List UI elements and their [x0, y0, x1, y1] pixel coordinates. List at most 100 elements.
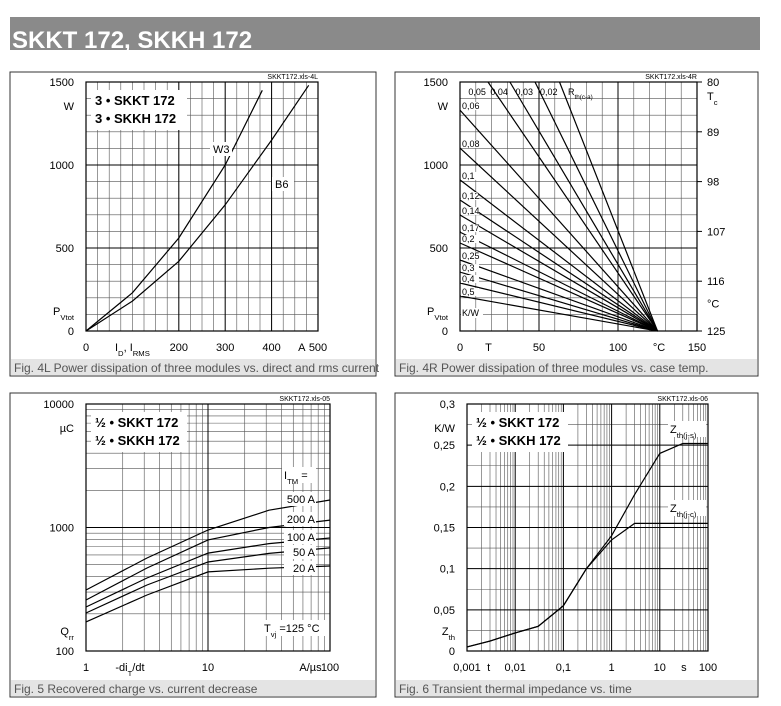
panel — [394, 71, 759, 377]
curve — [459, 271, 658, 332]
x-unit: °C — [653, 342, 665, 354]
legend-box — [91, 412, 187, 452]
x-axis-label: T — [485, 342, 492, 354]
y-unit: µC — [60, 423, 74, 435]
y2-unit: °C — [707, 298, 719, 310]
x-tick-label: 0 — [457, 342, 463, 354]
curve — [85, 84, 310, 332]
series-label: 0,1 — [462, 171, 475, 181]
y-tick-label: 1500 — [424, 77, 448, 89]
x-axis-label: t — [487, 662, 490, 674]
y-tick-label: 100 — [56, 646, 74, 658]
y-axis-label: PVtot — [427, 306, 449, 322]
y-tick-label: 0,2 — [440, 481, 455, 493]
x-tick-label: 1 — [609, 662, 615, 674]
y2-axis-label: Tc — [707, 91, 718, 107]
curve — [534, 81, 659, 332]
label-bg — [282, 467, 316, 483]
y-unit: K/W — [434, 423, 455, 435]
series-label: 50 A — [293, 547, 316, 559]
series-label: 0,14 — [462, 206, 480, 216]
series-label: 0,25 — [462, 251, 480, 261]
label-part: -di — [115, 662, 127, 674]
x-tick-label: 150 — [688, 342, 706, 354]
x-tick-label: 0,001 — [453, 662, 481, 674]
legend-text: 3 • SKKH 172 — [95, 111, 176, 126]
series-label: 0,5 — [462, 287, 475, 297]
series-label: 0,17 — [462, 223, 480, 233]
label-part: rr — [69, 633, 75, 642]
curve — [459, 242, 658, 332]
label-bg — [284, 512, 316, 526]
label-part: = — [298, 470, 307, 482]
label-part: R — [568, 87, 575, 97]
panel — [9, 71, 377, 377]
curve — [459, 214, 658, 332]
y2-tick-label: 89 — [707, 127, 719, 139]
series-title: ITM = — [284, 470, 308, 486]
x-unit: A — [298, 342, 306, 354]
y-tick-label: 500 — [430, 243, 448, 255]
series-label: 100 A — [287, 532, 316, 544]
y-tick-label: 0,1 — [440, 564, 455, 576]
x-tick-label: 200 — [170, 342, 188, 354]
label-part: P — [427, 306, 434, 318]
curve — [459, 282, 658, 332]
curve — [459, 147, 658, 332]
header-bar — [10, 17, 760, 50]
label-part: th(j-c) — [677, 510, 697, 519]
curve — [558, 81, 659, 332]
curve — [487, 81, 658, 332]
label-bg — [461, 264, 479, 273]
label-bg — [461, 251, 479, 260]
caption-bar — [11, 680, 375, 696]
series-label: Zth(j-c) — [670, 503, 697, 519]
x-tick-label: 0,1 — [556, 662, 571, 674]
label-bg — [284, 492, 316, 506]
x-tick-label: 0 — [83, 342, 89, 354]
label-bg — [272, 177, 294, 191]
label-bg — [284, 530, 316, 544]
file-label: SKKT172.xls-4R — [645, 74, 697, 81]
plot-frame — [459, 81, 698, 332]
label-part: TM — [287, 477, 298, 486]
curve — [459, 295, 658, 332]
y-tick-label: 1000 — [50, 160, 74, 172]
x-tick-label: 10 — [654, 662, 666, 674]
legend-text: 3 • SKKT 172 — [95, 93, 175, 108]
caption-bar — [396, 680, 757, 696]
y-tick-label: 500 — [56, 243, 74, 255]
label-bg — [461, 308, 483, 318]
y2-tick-label: 98 — [707, 177, 719, 189]
x-tick-label: 10 — [202, 662, 214, 674]
label-part: RMS — [133, 349, 150, 358]
series-label: 0,05 — [468, 87, 486, 97]
caption: Fig. 6 Transient thermal impedance vs. t… — [399, 682, 632, 696]
series-label: W3 — [213, 144, 230, 156]
series-label: 20 A — [293, 563, 316, 575]
series-label: 0,03 — [516, 87, 534, 97]
label-part: Z — [670, 503, 677, 515]
legend-text: ½ • SKKH 172 — [95, 433, 180, 448]
legend-box — [91, 90, 187, 130]
file-label: SKKT172.xls-4L — [267, 74, 318, 81]
x-tick-label: 500 — [309, 342, 327, 354]
label-bg — [284, 545, 316, 559]
legend-text: ½ • SKKH 172 — [476, 433, 561, 448]
rth-label: Rth(c-a) — [568, 87, 593, 101]
label-bg — [668, 421, 706, 437]
x-tick-label: 100 — [609, 342, 627, 354]
plot-frame — [85, 81, 319, 332]
curve — [459, 259, 658, 332]
series-label: 0,06 — [462, 101, 480, 111]
x-tick-label: 400 — [262, 342, 280, 354]
series-label: 0,4 — [462, 274, 475, 284]
label-part: =125 °C — [276, 623, 319, 635]
label-bg — [461, 287, 479, 296]
label-part: Vtot — [60, 313, 75, 322]
label-bg — [461, 206, 479, 215]
header-title: SKKT 172, SKKH 172 — [12, 27, 252, 54]
label-bg — [461, 102, 479, 111]
y-tick-label: 1500 — [50, 77, 74, 89]
